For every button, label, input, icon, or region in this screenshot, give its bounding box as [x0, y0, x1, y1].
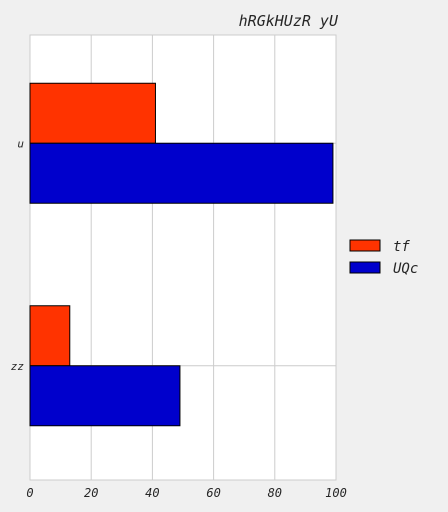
legend-swatch-UQc — [349, 261, 381, 274]
x-tick-label: 60 — [206, 486, 220, 500]
bar-tf-zz — [29, 305, 71, 367]
plot-frame — [29, 34, 337, 481]
y-axis-categories: u zz — [11, 137, 25, 373]
legend-label-UQc: UQc — [393, 261, 418, 277]
legend-label-tf: tf — [393, 239, 410, 255]
legend-swatch-tf — [349, 239, 381, 252]
x-tick-label: 100 — [325, 486, 347, 500]
x-tick-label: 80 — [268, 486, 282, 500]
y-tick-label: u — [17, 137, 24, 150]
x-axis-ticks: 0 20 40 60 80 100 — [26, 486, 346, 500]
x-tick-label: 20 — [84, 486, 98, 500]
x-tick-label: 0 — [26, 486, 33, 500]
bars — [29, 82, 334, 427]
y-tick-label: zz — [11, 360, 25, 373]
bar-UQc-zz — [29, 365, 181, 427]
bar-tf-u — [29, 82, 156, 144]
bar-UQc-u — [29, 142, 334, 204]
legend: tf UQc — [349, 239, 418, 277]
x-tick-label: 40 — [145, 486, 159, 500]
chart-title: hRGkHUzR yU — [239, 12, 339, 30]
